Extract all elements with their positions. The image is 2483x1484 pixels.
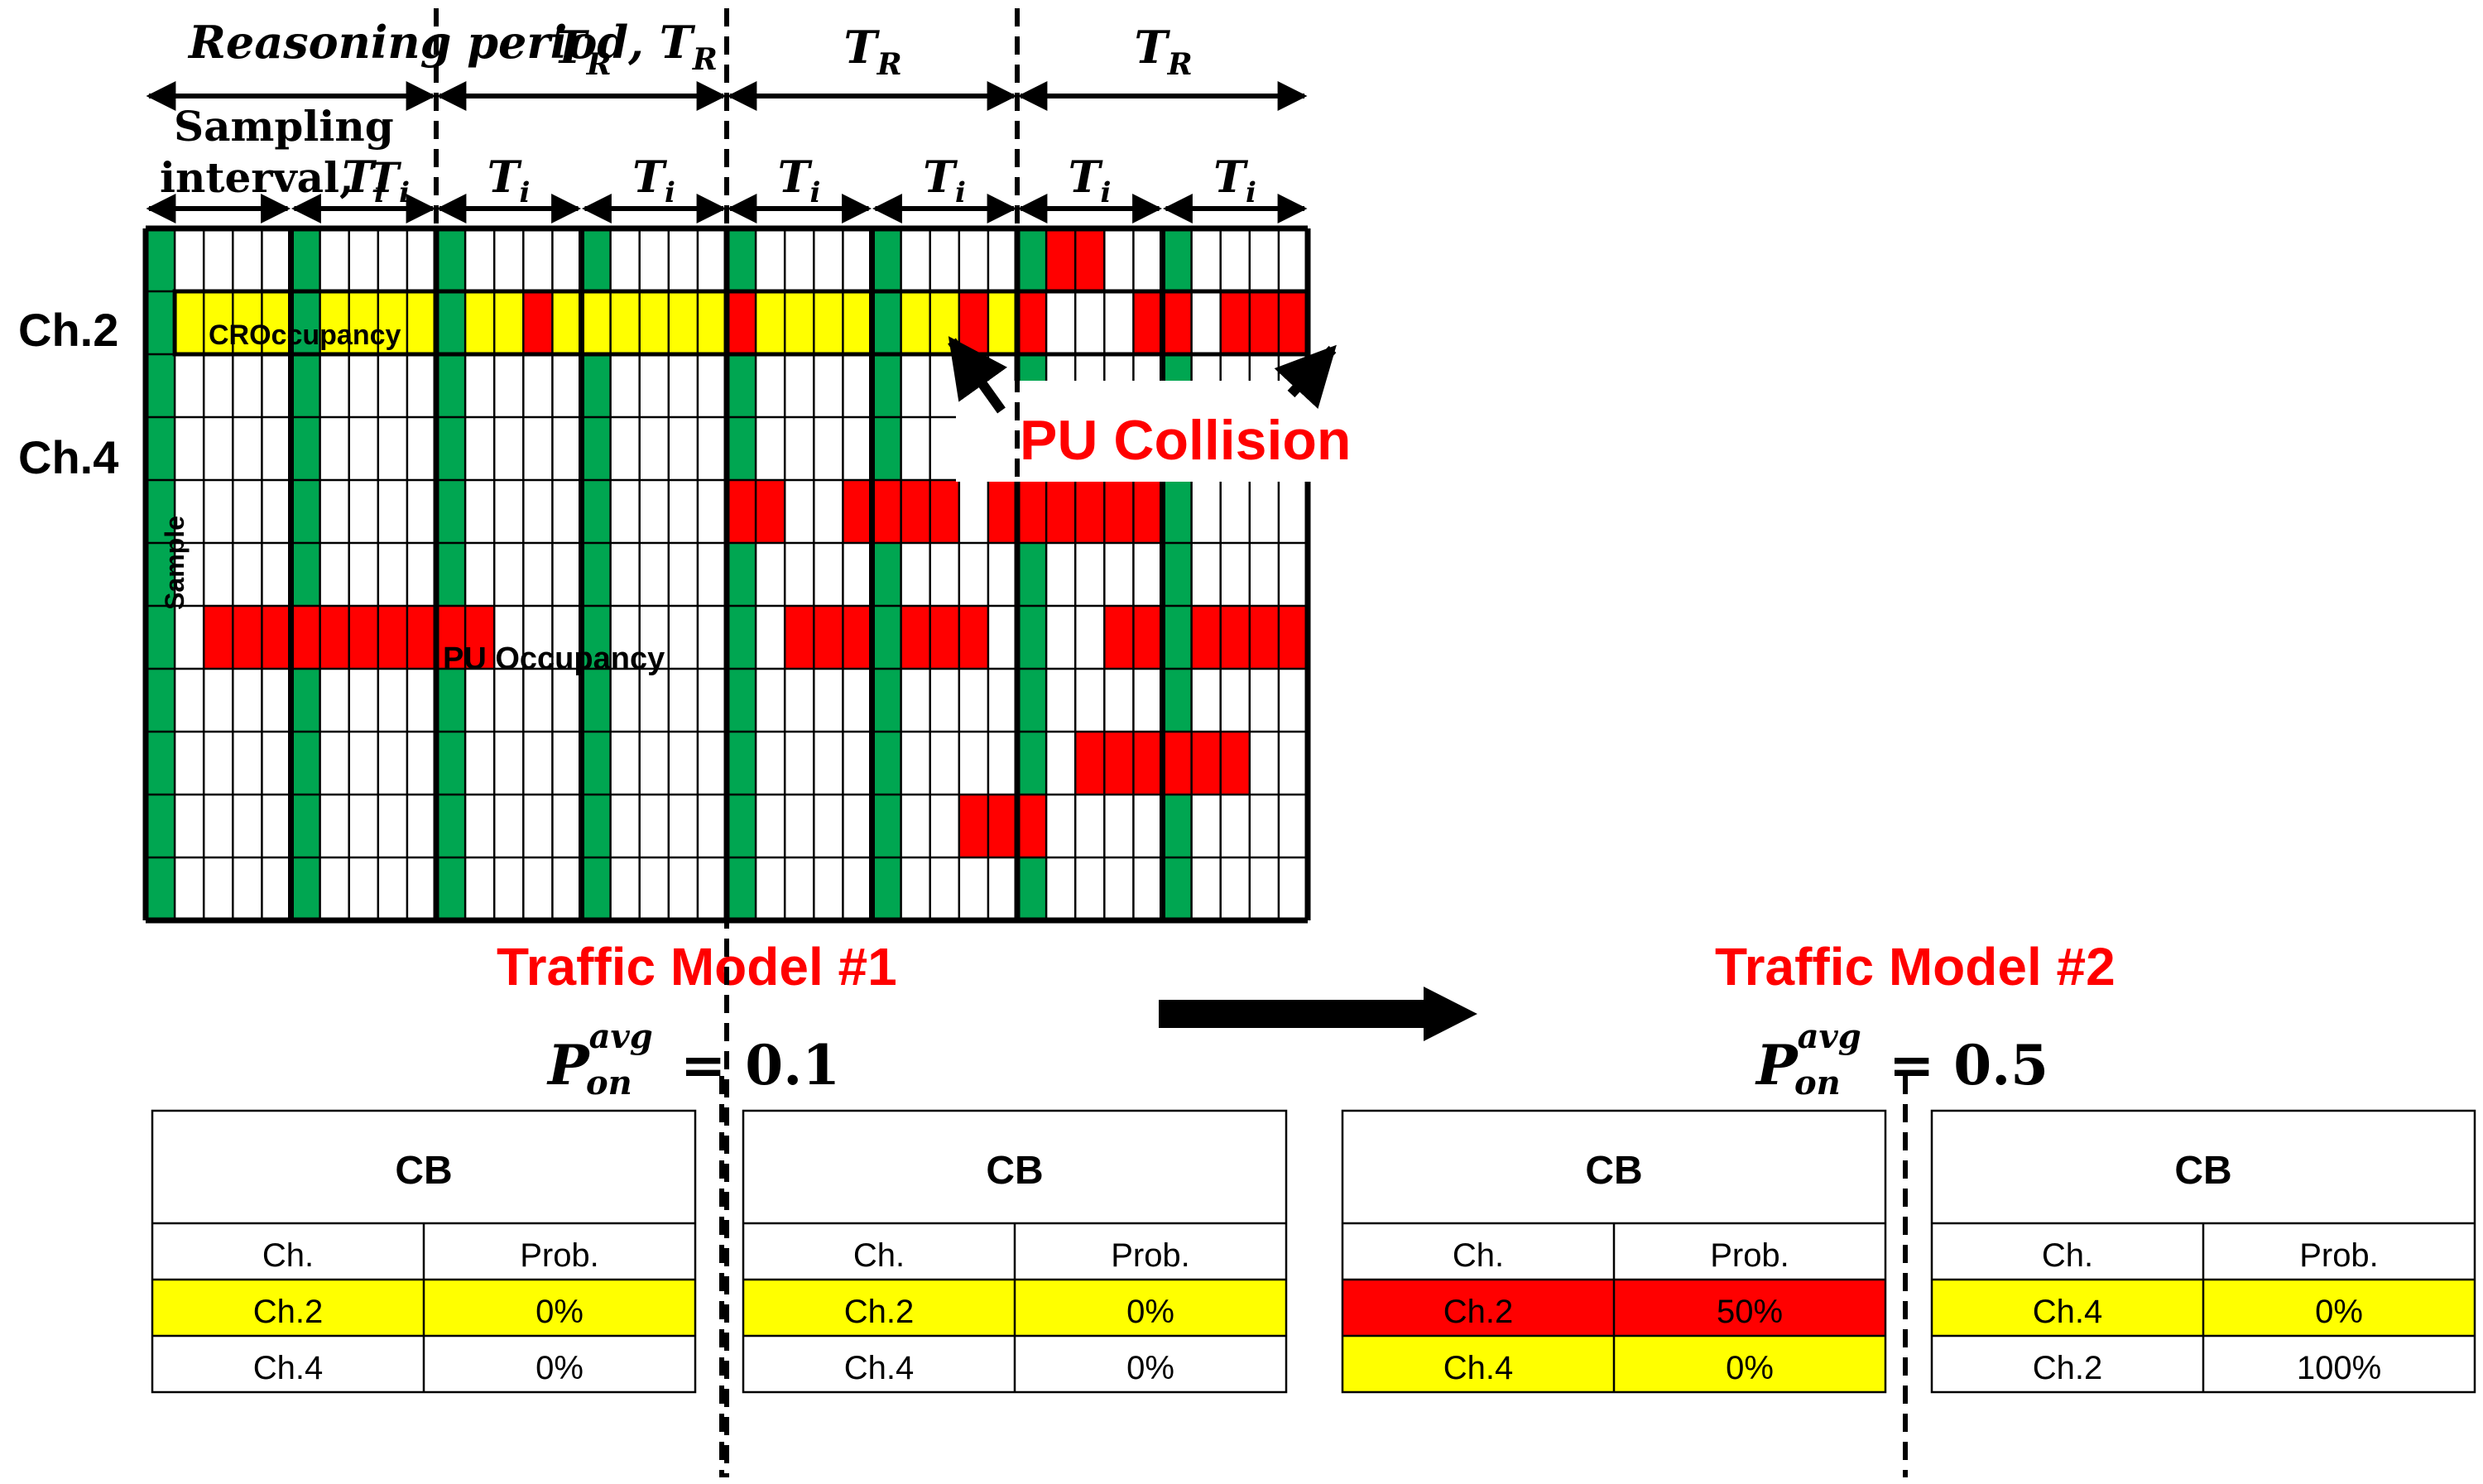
tr-label: TR xyxy=(844,21,902,82)
sample-column xyxy=(872,228,901,920)
cb-table-cell-ch: Ch.2 xyxy=(2033,1350,2103,1386)
traffic-model-2-label: Traffic Model #2 xyxy=(1715,937,2116,997)
cb-table-title: CB xyxy=(986,1149,1043,1193)
p-on-avg-1: Pavg xyxy=(546,1017,653,1097)
pu-occupancy-label: PU Occupancy xyxy=(443,641,665,676)
cb-table-cell-ch: Ch.2 xyxy=(1443,1294,1514,1330)
cb-table-cell-ch: Ch.2 xyxy=(253,1294,324,1330)
sample-column xyxy=(436,228,466,920)
ti-label: Ti xyxy=(1069,152,1112,209)
cb-table-header: Prob. xyxy=(520,1237,599,1274)
cb-table-title: CB xyxy=(395,1149,452,1193)
cb-table-cell-prob: 0% xyxy=(1126,1294,1174,1330)
p-sup-1: avg xyxy=(589,1017,653,1056)
tr-labels: TR TR TR xyxy=(554,21,1193,82)
cb-table-title: CB xyxy=(2174,1149,2231,1193)
red-occupancy-cell xyxy=(1162,291,1192,354)
cb-table-cell-prob: 0% xyxy=(2315,1294,2363,1330)
p-sub-1: on xyxy=(586,1064,632,1102)
sampling-label-line1: Sampling xyxy=(174,102,394,151)
cb-table-cell-ch: Ch.2 xyxy=(844,1294,915,1330)
cb-table-header: Prob. xyxy=(1111,1237,1190,1274)
channel-label-ch2: Ch.2 xyxy=(18,304,118,356)
channel-label-ch4: Ch.4 xyxy=(18,431,118,483)
collision-arrow-left xyxy=(948,336,1007,414)
tr-symbol: T xyxy=(660,16,696,69)
traffic-model-1-label: Traffic Model #1 xyxy=(497,937,897,997)
cb-table-cell-prob: 50% xyxy=(1717,1294,1783,1330)
p-on-avg-2: Pavg xyxy=(1755,1017,1861,1097)
ti-label: Ti xyxy=(487,152,531,209)
sample-label: Sample xyxy=(160,516,190,610)
red-occupancy-cell xyxy=(523,291,553,354)
cb-table-header: Ch. xyxy=(2042,1237,2093,1274)
cb-table-2: CB Ch. Prob. Ch.2 0% Ch.4 0% xyxy=(742,1109,1288,1394)
red-occupancy-cell xyxy=(785,606,872,669)
header-labels: Reasoning period, TR Sampling interval, … xyxy=(160,16,1256,209)
reasoning-period-label: Reasoning period, TR xyxy=(187,16,718,77)
cb-table-4: CB Ch. Prob. Ch.4 0% Ch.2 100% xyxy=(1930,1109,2476,1394)
tr-label: TR xyxy=(554,21,612,82)
cb-table-cell-prob: 0% xyxy=(536,1350,584,1386)
sample-column xyxy=(146,228,175,920)
cb-table-cell-ch: Ch.4 xyxy=(253,1350,324,1386)
cb-table-1: CB Ch. Prob. Ch.2 0% Ch.4 0% xyxy=(151,1109,697,1394)
p-value-1: = 0.1 xyxy=(680,1033,840,1097)
cb-table-cell-ch: Ch.4 xyxy=(844,1350,915,1386)
ch2-band xyxy=(172,289,1310,357)
collision-arrow-right xyxy=(1274,344,1337,410)
pu-collision-callout: PU Collision xyxy=(948,336,1357,482)
sample-column xyxy=(291,228,320,920)
cb-table-header: Ch. xyxy=(853,1237,905,1274)
cb-table-header: Prob. xyxy=(1710,1237,1789,1274)
pu-collision-label: PU Collision xyxy=(1020,409,1351,472)
p-value-2: = 0.5 xyxy=(1889,1033,2048,1097)
ti-label: Ti xyxy=(923,152,966,209)
cb-table-cell-prob: 100% xyxy=(2297,1350,2381,1386)
p-sup-2: avg xyxy=(1798,1017,1861,1056)
cb-table-title: CB xyxy=(1585,1149,1642,1193)
ti-label: Ti xyxy=(1213,152,1256,209)
cb-table-cell-prob: 0% xyxy=(1726,1350,1774,1386)
ti-labels: Ti Ti Ti Ti Ti Ti Ti xyxy=(342,152,1256,209)
red-occupancy-cell xyxy=(727,291,756,354)
tr-label: TR xyxy=(1135,21,1193,82)
ti-label: Ti xyxy=(778,152,821,209)
red-occupancy-cell xyxy=(1133,291,1163,354)
traffic-models: Traffic Model #1 Traffic Model #2 Pavg o… xyxy=(497,937,2116,1102)
tr-subscript: R xyxy=(692,42,718,77)
cb-table-cell-ch: Ch.4 xyxy=(2033,1294,2103,1330)
cb-table-header: Ch. xyxy=(262,1237,314,1274)
red-occupancy-cell xyxy=(1017,291,1047,354)
cr-occupancy-label: CROccupancy xyxy=(209,319,401,351)
transition-arrow xyxy=(1159,987,1477,1041)
red-occupancy-cell xyxy=(901,606,988,669)
cb-tables: CB Ch. Prob. Ch.2 0% Ch.4 0% CB Ch. Prob. Ch.2 0% Ch… xyxy=(151,1109,2476,1394)
red-occupancy-cell xyxy=(1017,795,1047,857)
cb-table-header: Prob. xyxy=(2299,1237,2379,1274)
red-occupancy-cell xyxy=(958,291,988,354)
cb-table-cell-prob: 0% xyxy=(536,1294,584,1330)
cb-table-cell-ch: Ch.4 xyxy=(1443,1350,1514,1386)
cb-table-header: Ch. xyxy=(1453,1237,1504,1274)
ti-subscript-first: i xyxy=(399,176,410,209)
cb-table-cell-prob: 0% xyxy=(1126,1350,1174,1386)
cb-table-3: CB Ch. Prob. Ch.2 50% Ch.4 0% xyxy=(1341,1109,1887,1394)
ti-label: Ti xyxy=(632,152,675,209)
dashed-separators xyxy=(434,8,1908,1477)
p-sub-2: on xyxy=(1794,1064,1841,1102)
yellow-occupancy-cell xyxy=(987,291,1017,354)
red-occupancy-cell xyxy=(1220,291,1308,354)
